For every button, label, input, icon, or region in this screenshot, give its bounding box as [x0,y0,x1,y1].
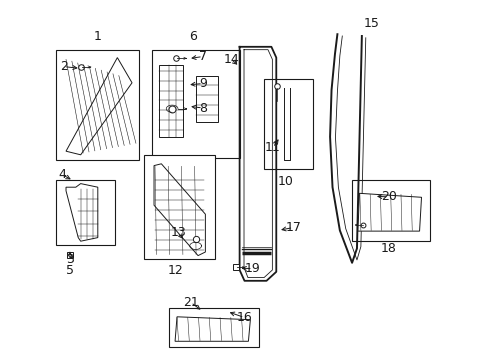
Text: 20: 20 [380,190,396,203]
Bar [168,308,259,347]
Bar [195,76,217,122]
Bar [151,50,239,158]
Polygon shape [175,317,250,341]
Text: 11: 11 [264,141,280,154]
Text: 9: 9 [199,77,206,90]
Text: 15: 15 [363,17,379,30]
Bar [56,50,139,160]
Text: 10: 10 [278,175,293,188]
Text: 17: 17 [285,221,301,234]
Polygon shape [357,193,421,231]
Polygon shape [66,58,132,155]
Text: 7: 7 [199,50,206,63]
Text: 14: 14 [223,53,239,66]
Text: 3: 3 [66,253,74,266]
Polygon shape [154,164,205,256]
Text: 12: 12 [168,264,183,277]
Text: 8: 8 [199,102,206,114]
Text: 21: 21 [183,296,198,309]
Bar [56,180,115,245]
Bar [264,79,312,169]
Bar [351,180,429,241]
Text: 1: 1 [94,30,102,42]
Text: 4: 4 [58,168,66,181]
Text: 5: 5 [66,264,74,277]
Text: 16: 16 [236,311,252,324]
Text: 19: 19 [244,262,260,275]
Bar [159,65,183,137]
Text: 13: 13 [170,226,186,239]
Text: 2: 2 [60,60,67,73]
Bar [144,155,215,259]
Text: 18: 18 [380,242,396,255]
Text: 6: 6 [189,30,197,42]
Polygon shape [66,184,98,241]
